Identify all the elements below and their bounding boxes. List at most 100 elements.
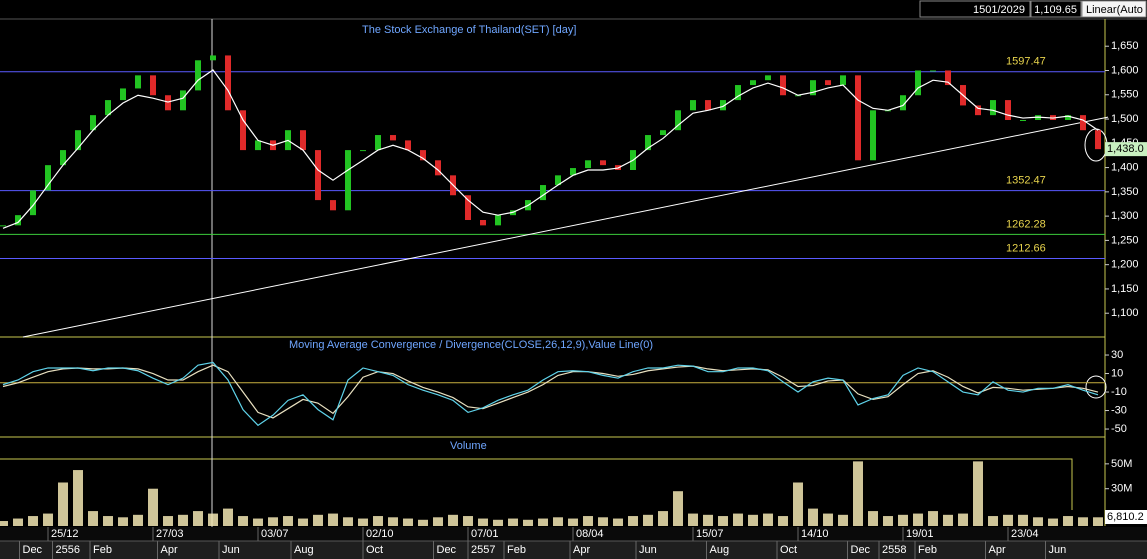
y-tick-label: 50M [1111, 458, 1132, 470]
price-candle [315, 150, 321, 201]
volume-bar [628, 516, 638, 526]
volume-bar [793, 482, 803, 526]
price-candle [225, 55, 231, 111]
price-candle [765, 75, 771, 81]
volume-bar [508, 518, 518, 526]
level-label: 1352.47 [1006, 175, 1046, 187]
price-candle [210, 55, 216, 61]
y-tick-label: 1,350 [1111, 186, 1139, 198]
y-tick-label: 1,550 [1111, 89, 1139, 101]
volume-bar [103, 516, 113, 526]
x-tick-label: 2557 [471, 544, 495, 556]
x-tick-label: Feb [507, 544, 526, 556]
volume-bar [973, 461, 983, 526]
x-tick-label: Dec [851, 544, 871, 556]
volume-bar [523, 519, 533, 526]
volume-bar [208, 513, 218, 526]
x-tick-label: Apr [161, 544, 178, 556]
price-candle [585, 160, 591, 169]
x-tick-label: 02/10 [366, 528, 394, 540]
x-tick-label: Jun [222, 544, 240, 556]
volume-bar [238, 516, 248, 526]
price-candle [975, 105, 981, 116]
y-tick-label: -50 [1111, 423, 1127, 435]
volume-bar [418, 519, 428, 526]
volume-bar [253, 518, 263, 526]
x-tick-label: Oct [366, 544, 383, 556]
y-tick-label: 10 [1111, 367, 1123, 379]
x-tick-label: Dec [437, 544, 457, 556]
x-tick-label: Jun [639, 544, 657, 556]
volume-bar [838, 514, 848, 526]
x-tick-label: Feb [918, 544, 937, 556]
price-candle [870, 110, 876, 161]
moving-average-line [2, 69, 1099, 229]
price-candle [120, 88, 126, 101]
volume-bar [943, 514, 953, 526]
volume-bar [733, 513, 743, 526]
volume-bar [1048, 518, 1058, 526]
level-label: 1597.47 [1006, 56, 1046, 68]
record-counter: 1501/2029 [973, 4, 1025, 16]
volume-bar [1078, 517, 1088, 526]
price-candle [195, 60, 201, 91]
x-tick-label: 27/03 [156, 528, 184, 540]
cursor-value: 1,109.65 [1034, 4, 1077, 16]
y-tick-label: 1,500 [1111, 113, 1139, 125]
price-candle [45, 165, 51, 191]
x-tick-label: Jun [1049, 544, 1067, 556]
price-candle [840, 75, 846, 86]
x-tick-label: 25/12 [51, 528, 79, 540]
price-candle [750, 80, 756, 86]
price-candle [660, 130, 666, 136]
volume-bar [1093, 517, 1103, 526]
panel-title: Moving Average Convergence / Divergence(… [289, 339, 653, 351]
x-tick-label: Oct [780, 544, 797, 556]
x-tick-label: 2556 [56, 544, 80, 556]
volume-bar [868, 511, 878, 526]
level-label: 1212.66 [1006, 242, 1046, 254]
price-candle [495, 215, 501, 226]
last-price-label: 1,438.0 [1107, 143, 1144, 155]
volume-bar [748, 514, 758, 526]
volume-bar [13, 518, 23, 526]
volume-bar [58, 482, 68, 526]
volume-bar [643, 514, 653, 526]
x-tick-label: 08/04 [576, 528, 604, 540]
price-candle [780, 75, 786, 96]
x-tick-label: 07/01 [471, 528, 499, 540]
price-candle [180, 90, 186, 111]
y-tick-label: 30 [1111, 349, 1123, 361]
volume-bar [43, 513, 53, 526]
volume-bar [673, 491, 683, 526]
volume-bar [1003, 514, 1013, 526]
volume-bar [0, 521, 8, 526]
last-volume-box [1105, 510, 1147, 524]
status-cell[interactable] [1081, 0, 1147, 18]
volume-bar [718, 516, 728, 526]
chart-title: The Stock Exchange of Thailand(SET) [day… [362, 24, 576, 36]
volume-bar [223, 508, 233, 526]
scale-mode[interactable]: Linear(Auto [1086, 4, 1143, 16]
volume-bar [598, 517, 608, 526]
price-candle [405, 140, 411, 151]
volume-bar [88, 511, 98, 526]
x-tick-label: Aug [710, 544, 730, 556]
volume-bar [1063, 516, 1073, 526]
price-candle [945, 70, 951, 86]
x-tick-label: 19/01 [906, 528, 934, 540]
volume-bar [358, 518, 368, 526]
price-candle [375, 135, 381, 151]
price-candle [165, 95, 171, 111]
price-candle [420, 150, 426, 161]
volume-bar [268, 517, 278, 526]
x-tick-label: 23/04 [1011, 528, 1039, 540]
y-tick-label: 1,600 [1111, 64, 1139, 76]
price-candle [1095, 130, 1101, 150]
price-candle [1020, 120, 1026, 122]
volume-bar [658, 511, 668, 526]
highlight-circle [1085, 375, 1107, 399]
price-candle [90, 115, 96, 131]
volume-bar [373, 516, 383, 526]
volume-frame [0, 458, 1073, 510]
